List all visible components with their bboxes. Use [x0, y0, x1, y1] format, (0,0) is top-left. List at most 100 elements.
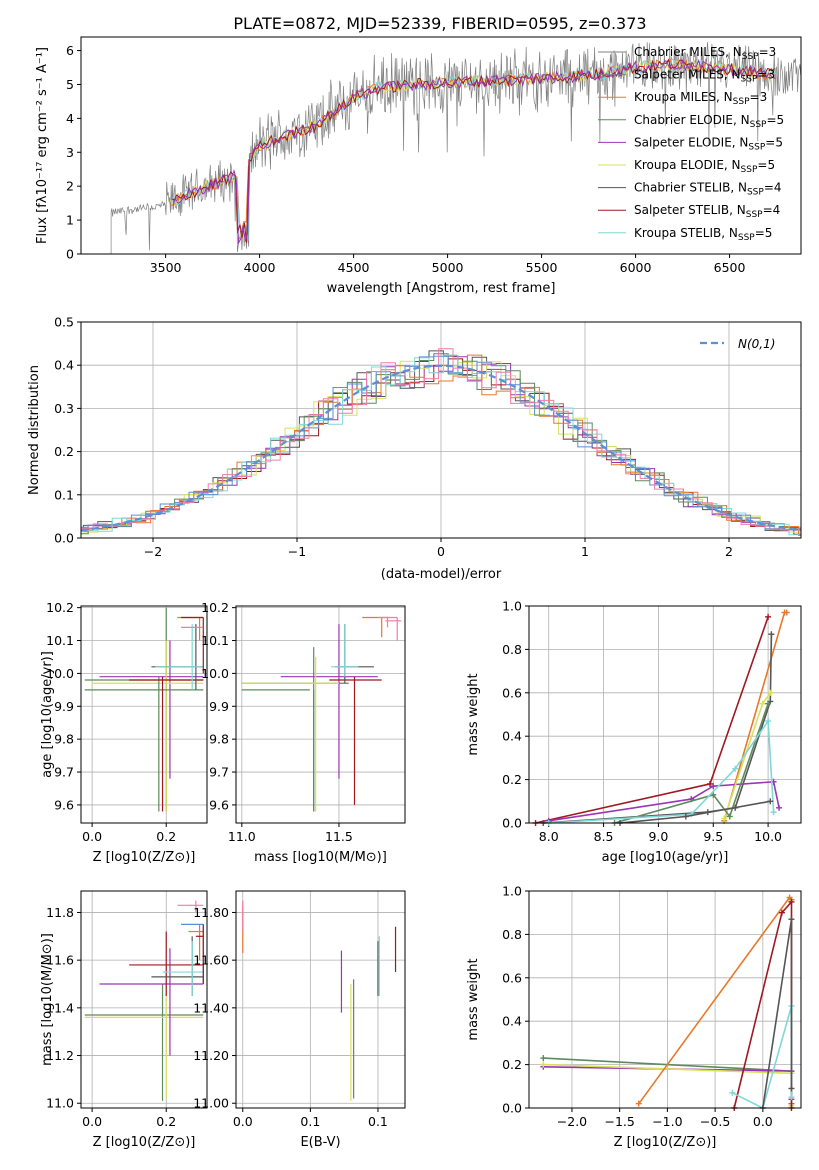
- weight-line: [614, 703, 769, 824]
- y-tick-label: 0.8: [502, 642, 522, 657]
- mass-age-panel: 11.0 11.5 9.6 9.7 9.8 9.9 10.0 10.1 10.2 mass [lo…: [201, 600, 406, 865]
- legend-entry: Salpeter MILES, NSSP=3: [634, 68, 775, 85]
- x-tick-label: 4000: [244, 260, 276, 275]
- age-weight-panel: 8.0 8.5 9.0 9.5 10.0 0.0 0.2 0.4 0.6 0.8 1.0 age [l…: [466, 599, 802, 865]
- legend-count: =5: [765, 135, 783, 149]
- y-tick-label: 0.8: [502, 927, 522, 942]
- y-tick-label: 0.4: [54, 358, 74, 373]
- histograms: [81, 348, 801, 536]
- y-tick-label: 11.60: [193, 953, 229, 968]
- y-axis-label: Flux [fλ10⁻¹⁷ erg cm⁻² s⁻¹ A⁻¹]: [35, 47, 50, 244]
- y-tick-label: 0.2: [502, 772, 522, 787]
- legend-name: Salpeter STELIB, N: [634, 203, 746, 217]
- axes-frame: [80, 321, 802, 539]
- y-tick-label: 0.4: [502, 729, 522, 744]
- y-tick-label: 0.0: [54, 531, 74, 546]
- y-tick-label: 11.6: [46, 953, 74, 968]
- legend-subscript: SSP: [741, 165, 758, 175]
- x-tick-label: 9.0: [648, 829, 668, 844]
- y-tick-label: 0.2: [54, 444, 74, 459]
- legend-name: Kroupa STELIB, N: [634, 226, 738, 240]
- legend-subscript: SSP: [733, 97, 750, 107]
- x-tick-label: −1.0: [652, 1114, 682, 1129]
- y-tick-label: 9.6: [209, 797, 229, 812]
- y-tick-label: 4: [66, 111, 74, 126]
- weight-line: [723, 692, 771, 819]
- y-tick-label: 9.7: [54, 765, 74, 780]
- legend-name: Salpeter ELODIE, N: [634, 135, 748, 149]
- legend-name: Chabrier ELODIE, N: [634, 113, 750, 127]
- model-spectrum-line: [169, 59, 776, 244]
- y-tick-label: 11.2: [46, 1048, 74, 1063]
- x-tick-label: 8.5: [594, 829, 614, 844]
- legend-count: =3: [750, 90, 768, 104]
- axes-frame: [80, 605, 208, 824]
- residual-histogram: [81, 353, 801, 535]
- y-tick-label: 10.0: [201, 666, 229, 681]
- model-spectrum-line: [172, 58, 776, 245]
- x-axis-label: Z [log10(Z/Z⊙)]: [614, 1135, 717, 1150]
- legend-subscript: SSP: [742, 52, 759, 62]
- x-tick-label: −2.0: [557, 1114, 587, 1129]
- y-tick-label: 10.2: [201, 600, 229, 615]
- y-tick-label: 9.8: [54, 732, 74, 747]
- legend-entry: N(0,1): [738, 337, 775, 351]
- legend-subscript: SSP: [748, 142, 765, 152]
- legend-entry: Salpeter STELIB, NSSP=4: [634, 203, 780, 220]
- weight-line: [762, 919, 793, 1109]
- residual-histogram: [81, 354, 801, 536]
- x-tick-label: 10.0: [754, 829, 782, 844]
- y-tick-label: 9.9: [54, 699, 74, 714]
- x-tick-label: 0.2: [156, 829, 176, 844]
- y-tick-label: 0.2: [502, 1057, 522, 1072]
- gaussian-curve: [81, 364, 801, 532]
- y-axis-label: age [log10(age/yr)]: [40, 651, 55, 778]
- legend-count: =5: [757, 158, 775, 172]
- y-tick-label: 11.80: [193, 905, 229, 920]
- residual-histogram: [81, 360, 801, 533]
- legend-entry: Chabrier MILES, NSSP=3: [634, 45, 776, 62]
- x-axis-label: Z [log10(Z/Z⊙)]: [93, 850, 196, 865]
- y-tick-label: 11.0: [46, 1096, 74, 1111]
- axes-frame: [80, 890, 208, 1109]
- y-tick-label: 0.3: [54, 401, 74, 416]
- x-tick-label: 9.5: [703, 829, 723, 844]
- y-tick-label: 5: [66, 77, 74, 92]
- legend-entry: Salpeter ELODIE, NSSP=5: [634, 135, 783, 152]
- y-tick-label: 11.00: [193, 1096, 229, 1111]
- x-tick-label: 11.0: [228, 829, 256, 844]
- y-axis-label: mass [log10(M/M⊙)]: [40, 933, 55, 1066]
- y-tick-label: 10.0: [46, 666, 74, 681]
- x-tick-label: −0.5: [700, 1114, 730, 1129]
- legend-name: Kroupa MILES, N: [634, 90, 733, 104]
- x-tick-label: 3500: [150, 260, 182, 275]
- y-tick-label: 0.0: [502, 1101, 522, 1116]
- y-tick-label: 2: [66, 179, 74, 194]
- y-axis-label: mass weight: [466, 673, 481, 755]
- x-tick-label: 11.5: [325, 829, 353, 844]
- z-weight-panel: −2.0 −1.5 −1.0 −0.5 0.0 0.0 0.2 0.4 0.6 0.8 1.0 Z […: [466, 884, 802, 1150]
- legend-count: =5: [755, 226, 773, 240]
- x-tick-label: 2: [725, 544, 733, 559]
- y-tick-label: 0.1: [54, 487, 74, 502]
- legend-subscript: SSP: [738, 233, 755, 243]
- y-tick-label: 11.40: [193, 1000, 229, 1015]
- legend-subscript: SSP: [746, 210, 763, 220]
- x-tick-label: 0.0: [753, 1114, 773, 1129]
- y-tick-label: 9.8: [209, 732, 229, 747]
- residual-histogram: [81, 348, 801, 531]
- legend-count: =4: [764, 181, 782, 195]
- legend-entry: Kroupa MILES, NSSP=3: [634, 90, 767, 107]
- legend-entry: Chabrier ELODIE, NSSP=5: [634, 113, 784, 130]
- y-tick-label: 0.6: [502, 970, 522, 985]
- y-tick-label: 9.6: [54, 797, 74, 812]
- x-tick-label: 5500: [526, 260, 558, 275]
- legend-entry: Chabrier STELIB, NSSP=4: [634, 181, 782, 198]
- y-tick-label: 11.20: [193, 1048, 229, 1063]
- x-tick-label: 0.1: [368, 1114, 388, 1129]
- y-axis-label: mass weight: [466, 958, 481, 1040]
- x-axis-label: Z [log10(Z/Z⊙)]: [93, 1135, 196, 1150]
- legend-entry: Kroupa STELIB, NSSP=5: [634, 226, 772, 243]
- y-tick-label: 9.7: [209, 765, 229, 780]
